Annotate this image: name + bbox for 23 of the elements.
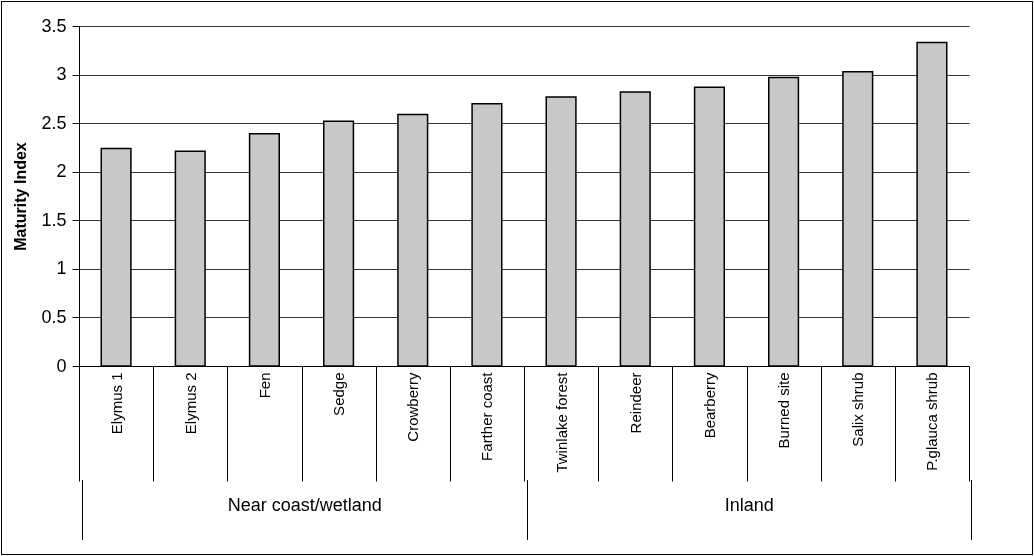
x-tick-label: Elymus 2 (181, 372, 199, 435)
x-tick-label: P.glauca shrub (923, 372, 941, 471)
y-tick-label: 3 (56, 64, 67, 85)
y-tick-label: 1 (56, 258, 67, 279)
x-tick-label: Reindeer (626, 372, 644, 434)
x-tick-label: Sedge (330, 372, 348, 416)
y-tick-label: 3.5 (41, 15, 67, 36)
y-tick-label: 2.5 (41, 112, 67, 133)
y-tick-label: 1.5 (41, 209, 67, 230)
y-tick-label: 0.5 (41, 306, 67, 327)
x-tick-label: Farther coast (478, 371, 496, 461)
text: Inland (526, 480, 972, 540)
x-tick-label: Crowberry (404, 372, 422, 442)
x-tick-label: Burned site (775, 372, 793, 449)
x-tick-label: Salix shrub (849, 372, 867, 447)
x-tick-label: Elymus 1 (107, 372, 125, 435)
y-tick-label: 2 (56, 161, 67, 182)
y-tick-label: 0 (56, 355, 67, 376)
x-tick-label: Twinlake forest (552, 371, 570, 473)
x-tick-label: Fen (255, 372, 273, 399)
y-axis-title: Maturity Index (12, 142, 30, 251)
x-tick-label: Bearberry (700, 372, 718, 439)
text: Near coast/wetland (82, 480, 527, 540)
